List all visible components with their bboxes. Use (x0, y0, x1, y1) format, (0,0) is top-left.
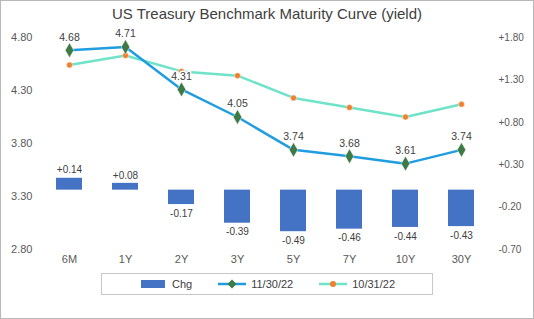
svg-text:-0.17: -0.17 (170, 208, 193, 219)
svg-text:-0.70: -0.70 (499, 244, 522, 255)
svg-text:-0.46: -0.46 (338, 232, 361, 243)
svg-text:4.31: 4.31 (171, 70, 192, 82)
html-text:11/30/22: 11/30/22 (251, 278, 294, 290)
svg-text:4.68: 4.68 (59, 31, 80, 43)
svg-text:-0.49: -0.49 (282, 235, 305, 246)
svg-text:30Y: 30Y (452, 253, 472, 265)
svg-text:4.05: 4.05 (227, 97, 248, 109)
svg-text:-0.39: -0.39 (226, 226, 249, 237)
svg-text:3.74: 3.74 (451, 130, 472, 142)
svg-text:5Y: 5Y (287, 253, 301, 265)
svg-text:-0.44: -0.44 (394, 231, 417, 242)
svg-text:-0.43: -0.43 (450, 230, 473, 241)
svg-text:3.30: 3.30 (11, 190, 32, 202)
svg-text:7Y: 7Y (343, 253, 357, 265)
svg-text:4.80: 4.80 (11, 31, 32, 43)
svg-text:3.68: 3.68 (339, 137, 360, 149)
svg-text:4.30: 4.30 (11, 84, 32, 96)
svg-text:2Y: 2Y (175, 253, 189, 265)
svg-text:+0.08: +0.08 (113, 170, 139, 181)
svg-text:10Y: 10Y (396, 253, 416, 265)
svg-text:+1.30: +1.30 (499, 74, 525, 85)
svg-text:6M: 6M (62, 253, 77, 265)
svg-text:2.80: 2.80 (11, 243, 32, 255)
html-text:US Treasury Benchmark Maturity: US Treasury Benchmark Maturity Curve (yi… (112, 5, 422, 22)
html-text:Chg: Chg (172, 278, 193, 290)
svg-text:+0.14: +0.14 (57, 164, 83, 175)
svg-text:3.80: 3.80 (11, 137, 32, 149)
svg-text:+0.30: +0.30 (499, 159, 525, 170)
svg-text:+0.80: +0.80 (499, 117, 525, 128)
svg-text:3.61: 3.61 (395, 144, 416, 156)
svg-text:1Y: 1Y (119, 253, 133, 265)
svg-text:3Y: 3Y (231, 253, 245, 265)
svg-text:4.71: 4.71 (115, 27, 136, 39)
svg-text:+1.80: +1.80 (499, 32, 525, 43)
svg-text:-0.20: -0.20 (499, 201, 522, 212)
html-text:10/31/22: 10/31/22 (352, 278, 395, 290)
svg-text:3.74: 3.74 (283, 130, 304, 142)
